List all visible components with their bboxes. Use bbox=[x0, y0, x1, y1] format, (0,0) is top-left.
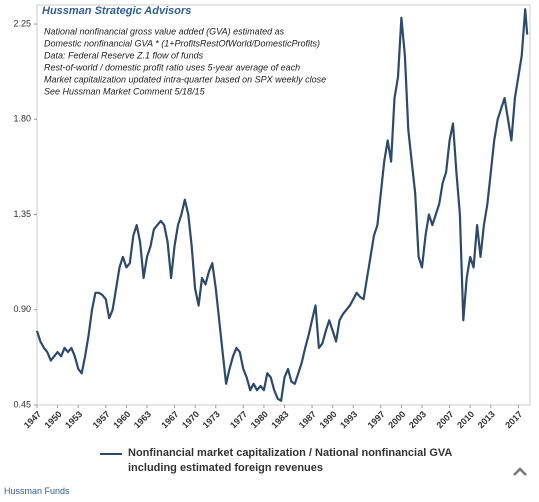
annotation: See Hussman Market Comment 5/18/15 bbox=[44, 86, 206, 96]
x-tick-label: 2013 bbox=[476, 409, 497, 430]
x-tick-label: 2010 bbox=[455, 409, 476, 430]
x-tick-label: 1993 bbox=[338, 409, 359, 430]
data-line bbox=[35, 8, 529, 402]
y-tick-label: 1.80 bbox=[13, 114, 31, 124]
annotation: Data: Federal Reserve Z.1 flow of funds bbox=[44, 50, 204, 60]
x-tick-label: 1967 bbox=[159, 409, 180, 430]
x-tick-label: 1983 bbox=[269, 409, 290, 430]
x-tick-label: 1960 bbox=[111, 409, 132, 430]
x-tick-label: 1980 bbox=[249, 409, 270, 430]
x-tick-label: 1947 bbox=[22, 409, 43, 430]
annotation: National nonfinancial gross value added … bbox=[44, 26, 285, 36]
legend: Nonfinancial market capitalization / Nat… bbox=[100, 446, 460, 476]
legend-swatch bbox=[100, 453, 122, 455]
x-tick-label: 1973 bbox=[201, 409, 222, 430]
y-tick-label: 0.45 bbox=[13, 399, 31, 409]
y-tick-label: 1.35 bbox=[13, 209, 31, 219]
y-tick-label: 2.25 bbox=[13, 18, 31, 28]
x-tick-label: 2000 bbox=[386, 409, 407, 430]
annotation: Domestic nonfinancial GVA * (1+ProfitsRe… bbox=[44, 38, 320, 48]
annotation: Market capitalization updated intra-quar… bbox=[44, 74, 326, 84]
chart: Hussman Strategic Advisors National nonf… bbox=[13, 4, 531, 430]
legend-label: Nonfinancial market capitalization / Nat… bbox=[128, 447, 452, 474]
x-tick-label: 1987 bbox=[297, 409, 318, 430]
plot-frame bbox=[36, 4, 531, 406]
x-tick-label: 1950 bbox=[42, 409, 63, 430]
x-tick-label: 1997 bbox=[366, 409, 387, 430]
y-tick-label: 0.90 bbox=[13, 304, 31, 314]
x-tick-label: 1957 bbox=[91, 409, 112, 430]
annotation: Rest-of-world / domestic profit ratio us… bbox=[44, 62, 300, 72]
x-tick-label: 2017 bbox=[503, 409, 524, 430]
footer: Hussman Funds bbox=[4, 486, 70, 496]
x-tick-label: 2003 bbox=[407, 409, 428, 430]
x-tick-label: 1953 bbox=[63, 409, 84, 430]
x-tick-label: 1963 bbox=[132, 409, 153, 430]
chart-title: Hussman Strategic Advisors bbox=[42, 5, 191, 17]
x-tick-label: 1970 bbox=[180, 409, 201, 430]
x-tick-label: 2007 bbox=[434, 409, 455, 430]
x-tick-label: 1990 bbox=[318, 409, 339, 430]
x-tick-label: 1977 bbox=[228, 409, 249, 430]
scroll-up-icon[interactable] bbox=[510, 462, 530, 482]
